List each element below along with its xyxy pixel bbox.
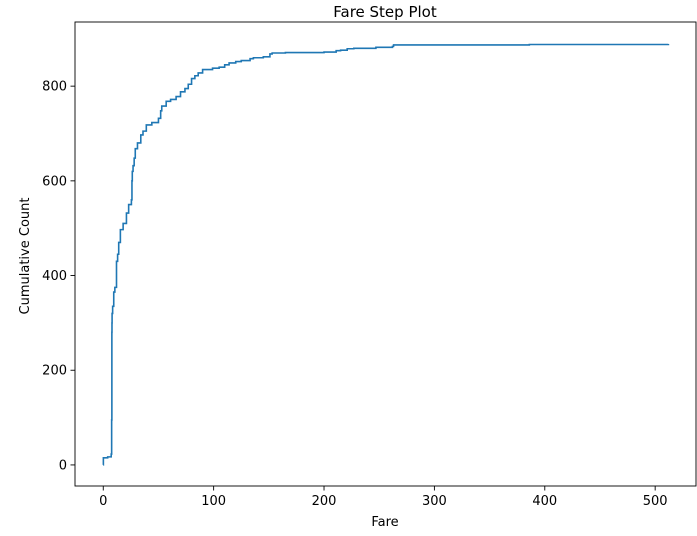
axes-frame <box>74 21 697 487</box>
x-tick-label-1: 100 <box>201 494 226 509</box>
y-tick-label-3: 600 <box>42 174 67 189</box>
y-tick-label-4: 800 <box>42 80 67 95</box>
x-tick-label-2: 200 <box>312 494 337 509</box>
y-tick-label-2: 400 <box>42 269 67 284</box>
y-axis-label: Cumulative Count <box>18 198 33 315</box>
chart-title: Fare Step Plot <box>333 3 437 21</box>
x-tick-label-0: 0 <box>99 494 107 509</box>
y-tick-label-1: 200 <box>42 364 67 379</box>
x-axis-label: Fare <box>371 515 398 530</box>
series-line-0 <box>102 43 670 466</box>
x-tick-label-4: 400 <box>532 494 557 509</box>
plot-area: 0 100 200 300 400 500 0 200 400 600 800 <box>42 21 697 509</box>
y-tick-label-0: 0 <box>59 458 67 473</box>
x-tick-label-3: 300 <box>422 494 447 509</box>
x-tick-label-5: 500 <box>643 494 668 509</box>
